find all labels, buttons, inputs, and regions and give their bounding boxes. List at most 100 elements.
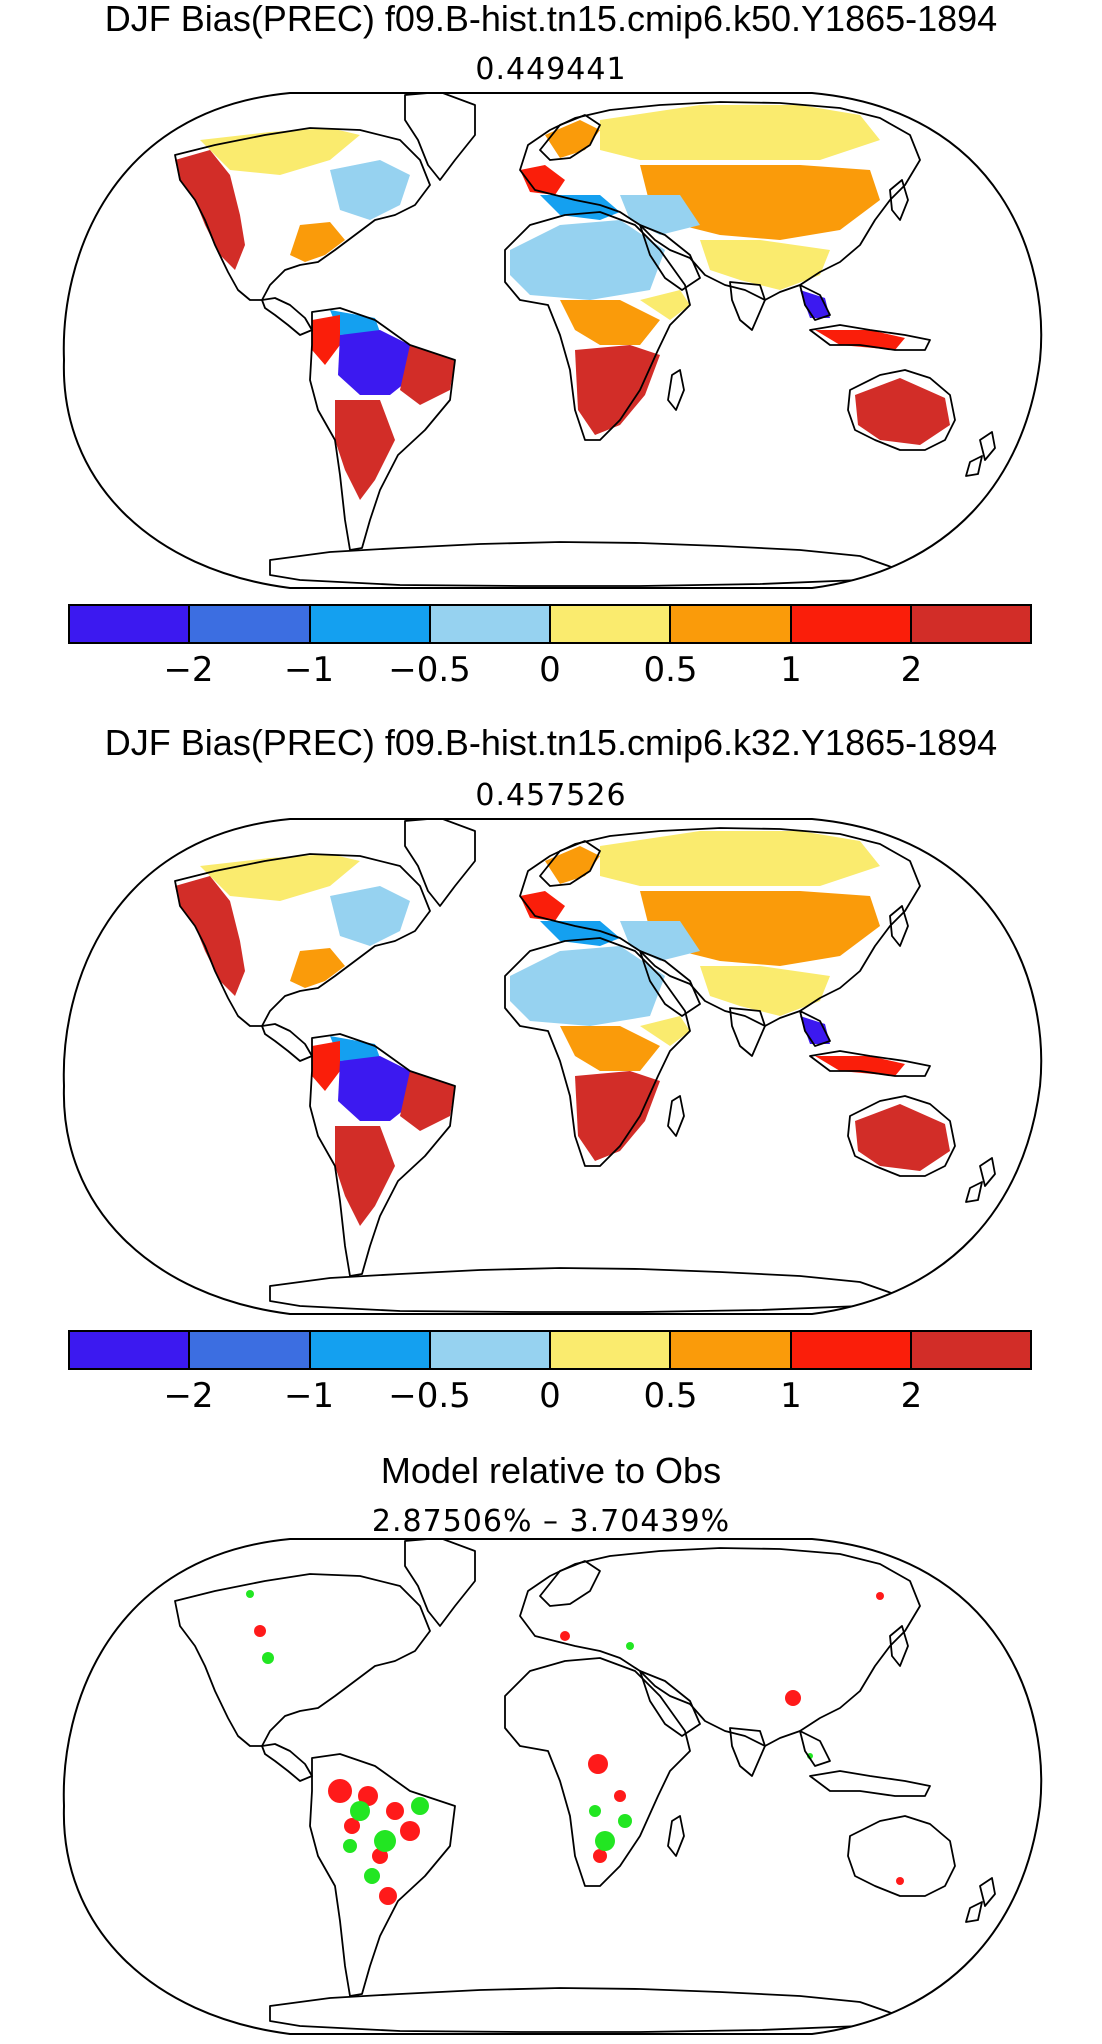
colorbar-swatch xyxy=(190,606,311,642)
significance-spot xyxy=(344,1818,360,1834)
coastline-southAmerica xyxy=(309,1033,456,1277)
panel3-title: Model relative to Obs xyxy=(380,1450,722,1491)
bias-region-saAmazon xyxy=(338,330,415,395)
colorbar-tick-label: −1 xyxy=(283,1376,335,1416)
coastline-australia xyxy=(847,369,956,451)
bias-region-eurWest xyxy=(520,891,565,921)
significance-spot xyxy=(896,1877,904,1885)
colorbar-tick-label: 2 xyxy=(900,650,923,690)
panel2-map xyxy=(62,818,1043,1315)
coastline-seAsia xyxy=(799,1730,831,1767)
colorbar-tick-label: −1 xyxy=(283,650,335,690)
coastline-europeAsia xyxy=(519,101,921,301)
bias-region-asiaSouth xyxy=(700,966,830,1016)
coastline-antarctica xyxy=(269,1987,901,2033)
colorbar-swatch xyxy=(310,1332,431,1368)
coastline-scandinavia xyxy=(539,840,601,887)
bias-region-saWest xyxy=(312,315,340,365)
coastline-northAmerica xyxy=(174,127,431,301)
significance-spot xyxy=(262,1652,274,1664)
significance-spot xyxy=(626,1642,634,1650)
bias-region-naEast xyxy=(330,886,410,946)
bias-region-eurasiaMid xyxy=(640,165,880,240)
bias-region-eqAfrica xyxy=(560,1026,660,1071)
panel2-title: DJF Bias(PREC) f09.B-hist.tn15.cmip6.k32… xyxy=(104,722,998,763)
map-frame xyxy=(62,92,1043,589)
colorbar-swatch xyxy=(190,1332,311,1368)
coastline-centralAmerica xyxy=(261,297,313,336)
bias-region-saEast xyxy=(400,345,455,405)
panel2-subtitle: 0.457526 xyxy=(475,778,627,813)
coastline-africa xyxy=(504,937,691,1167)
coastline-india xyxy=(729,281,766,331)
bias-region-sahara xyxy=(510,220,665,300)
bias-region-naSE xyxy=(290,222,345,262)
bias-region-eurNorth xyxy=(545,846,600,884)
coastline-southAmerica xyxy=(309,1753,456,1997)
bias-region-naWest xyxy=(175,150,245,270)
colorbar-swatch xyxy=(430,1332,551,1368)
bias-region-naSE xyxy=(290,948,345,988)
coastline-indonesia xyxy=(809,324,931,351)
bias-region-eqAfrica xyxy=(560,300,660,345)
coastline-indonesia xyxy=(809,1050,931,1077)
colorbar-tick-label: 0 xyxy=(539,650,561,690)
significance-spot xyxy=(593,1849,607,1863)
colorbar-swatch xyxy=(310,606,431,642)
coastline-india xyxy=(729,1007,766,1057)
colorbar-swatch xyxy=(70,606,191,642)
coastline-madagascar xyxy=(667,1095,685,1137)
significance-spot xyxy=(364,1868,380,1884)
coastline-japan xyxy=(889,1625,909,1667)
bias-region-eurWest xyxy=(520,165,565,195)
bias-region-eurasiaN xyxy=(600,105,880,160)
bias-region-indonesiaA xyxy=(815,1056,905,1076)
panel1-subtitle: 0.449441 xyxy=(475,52,627,87)
panel2-colorbar-labels: −2 −1 −0.5 0 0.5 1 2 xyxy=(0,1376,1102,1416)
coastline-greenland xyxy=(404,93,476,181)
colorbar-swatch xyxy=(911,1332,1030,1368)
colorbar-swatch xyxy=(911,606,1030,642)
coastline-centralAmerica xyxy=(261,1743,313,1782)
colorbar-tick-label: −2 xyxy=(163,650,214,690)
map-background xyxy=(63,1539,1042,2034)
bias-region-saEast xyxy=(400,1071,455,1131)
bias-region-saEquator xyxy=(330,1036,380,1061)
coastline-antarctica xyxy=(269,541,901,587)
bias-region-southAfrica xyxy=(575,1071,660,1161)
coastline-greenland xyxy=(404,1539,476,1627)
coastline-madagascar xyxy=(667,1815,685,1857)
bias-region-asiaSouth xyxy=(700,240,830,290)
coastline-newZealand xyxy=(965,1877,996,1923)
coastline-europeAsia xyxy=(519,1547,921,1747)
coastline-greenland xyxy=(404,819,476,907)
panel3-map xyxy=(62,1538,1043,2035)
bias-region-eurMed xyxy=(540,195,620,220)
coastline-northAmerica xyxy=(174,1573,431,1747)
significance-spot xyxy=(614,1790,626,1802)
significance-spot xyxy=(595,1831,615,1851)
bias-region-australiaA xyxy=(855,378,950,445)
colorbar-swatch xyxy=(70,1332,191,1368)
colorbar-swatch xyxy=(551,606,672,642)
significance-spot xyxy=(246,1590,254,1598)
bias-region-saAmazon xyxy=(338,1056,415,1121)
colorbar-swatch xyxy=(791,606,912,642)
bias-region-hornAfrica xyxy=(640,290,690,320)
coastline-madagascar xyxy=(667,369,685,411)
bias-region-eurasiaN xyxy=(600,831,880,886)
colorbar-tick-label: 0 xyxy=(539,1376,561,1416)
colorbar-tick-label: 0.5 xyxy=(643,650,698,690)
bias-region-southAfrica xyxy=(575,345,660,435)
colorbar-tick-label: −0.5 xyxy=(388,650,471,690)
colorbar-tick-label: −0.5 xyxy=(388,1376,471,1416)
coastline-northAmerica xyxy=(174,853,431,1027)
coastline-japan xyxy=(889,179,909,221)
colorbar-tick-label: 1 xyxy=(780,1376,802,1416)
coastline-antarctica xyxy=(269,1267,901,1313)
significance-spot xyxy=(379,1887,397,1905)
bias-region-eurNorth xyxy=(545,120,600,158)
coastline-africa xyxy=(504,1657,691,1887)
panel3-subtitle: 2.87506% – 3.70439% xyxy=(371,1504,731,1539)
bias-region-naEast xyxy=(330,160,410,220)
